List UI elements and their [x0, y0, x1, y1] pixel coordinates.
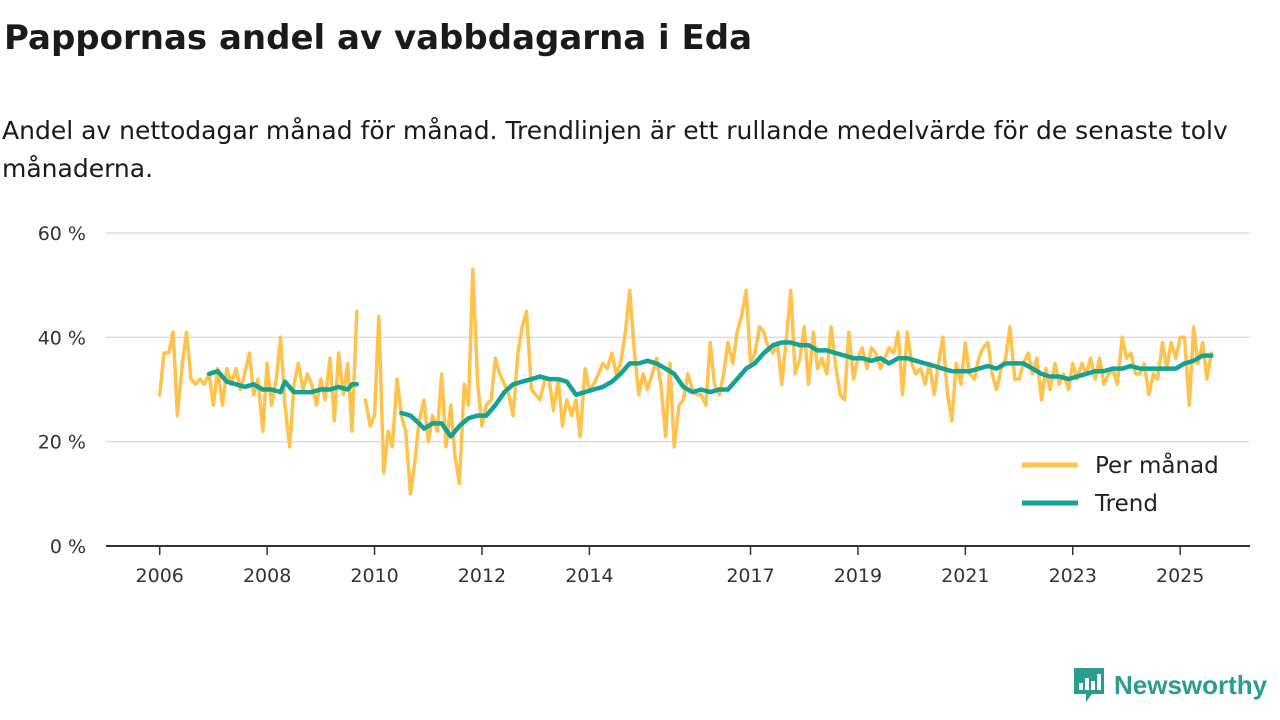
gridlines — [106, 232, 1250, 443]
legend-label: Per månad — [1095, 451, 1219, 479]
newsworthy-logo-icon — [1074, 668, 1104, 702]
trend-line-segment — [206, 368, 360, 395]
axes: 0 % 20 % 40 % 60 % 2006 2008 2010 2012 2014 2017 2… — [38, 223, 1250, 587]
x-tick-label: 2006 — [136, 565, 184, 587]
series-lines — [157, 267, 1214, 496]
x-tick-label: 2008 — [243, 565, 291, 587]
newsworthy-brand-name: Newsworthy — [1114, 669, 1268, 700]
x-tick-label: 2023 — [1049, 565, 1097, 587]
monthly-line-segment — [157, 309, 359, 449]
x-tick-label: 2021 — [941, 565, 989, 587]
trend-line-segment — [399, 340, 1214, 439]
x-tick-label: 2014 — [565, 565, 613, 587]
monthly-line-segment — [363, 267, 1214, 496]
legend-label: Trend — [1094, 491, 1158, 517]
x-tick-label: 2019 — [834, 565, 882, 587]
x-tick-label: 2012 — [458, 565, 506, 587]
y-tick-label: 20 % — [38, 432, 86, 454]
x-tick-label: 2025 — [1156, 565, 1204, 587]
y-tick-label: 60 % — [38, 223, 86, 245]
legend: Per månad Trend — [1022, 451, 1219, 517]
chart-subtitle: Andel av nettodagar månad för månad. Tre… — [2, 116, 1228, 183]
chart-title: Pappornas andel av vabbdagarna i Eda — [4, 18, 753, 58]
x-tick-label: 2017 — [726, 565, 774, 587]
y-tick-label: 40 % — [38, 327, 86, 349]
y-tick-label: 0 % — [50, 536, 86, 558]
newsworthy-logo: Newsworthy — [1072, 666, 1267, 704]
x-tick-label: 2010 — [350, 565, 398, 587]
